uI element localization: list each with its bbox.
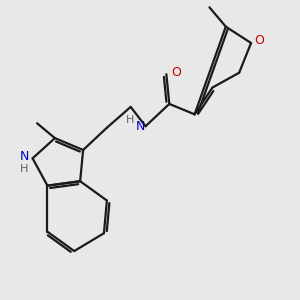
Text: H: H	[20, 164, 28, 174]
Text: O: O	[254, 34, 264, 46]
Text: H: H	[126, 115, 134, 125]
Text: N: N	[136, 120, 145, 133]
Text: N: N	[20, 150, 29, 163]
Text: O: O	[171, 66, 181, 79]
